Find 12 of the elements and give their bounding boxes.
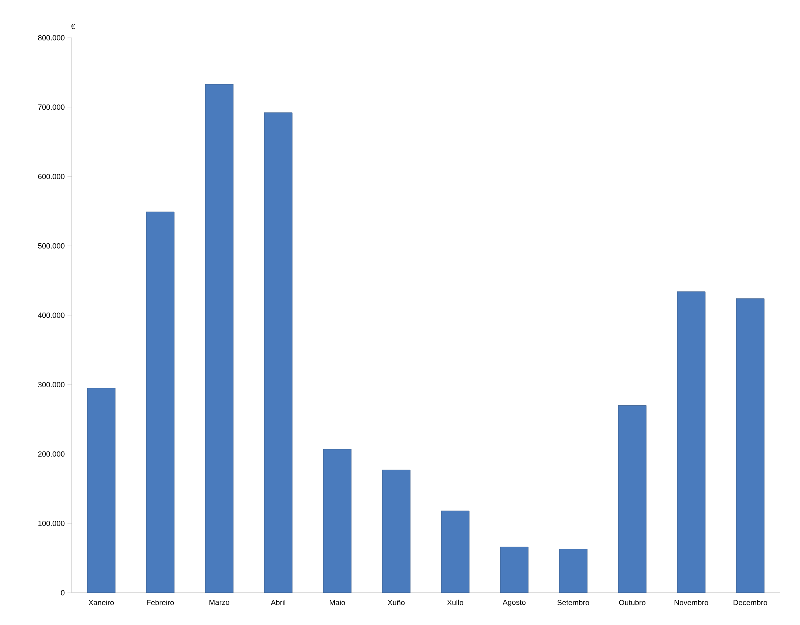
bar	[559, 549, 588, 593]
bar	[441, 510, 470, 593]
bar	[205, 84, 234, 593]
bar	[87, 388, 116, 593]
bar	[323, 449, 352, 593]
bar	[382, 470, 411, 593]
bar	[736, 298, 765, 593]
bar	[264, 112, 293, 593]
bar	[618, 405, 647, 593]
bar	[146, 212, 175, 593]
bar	[677, 292, 706, 593]
bar	[500, 547, 529, 593]
